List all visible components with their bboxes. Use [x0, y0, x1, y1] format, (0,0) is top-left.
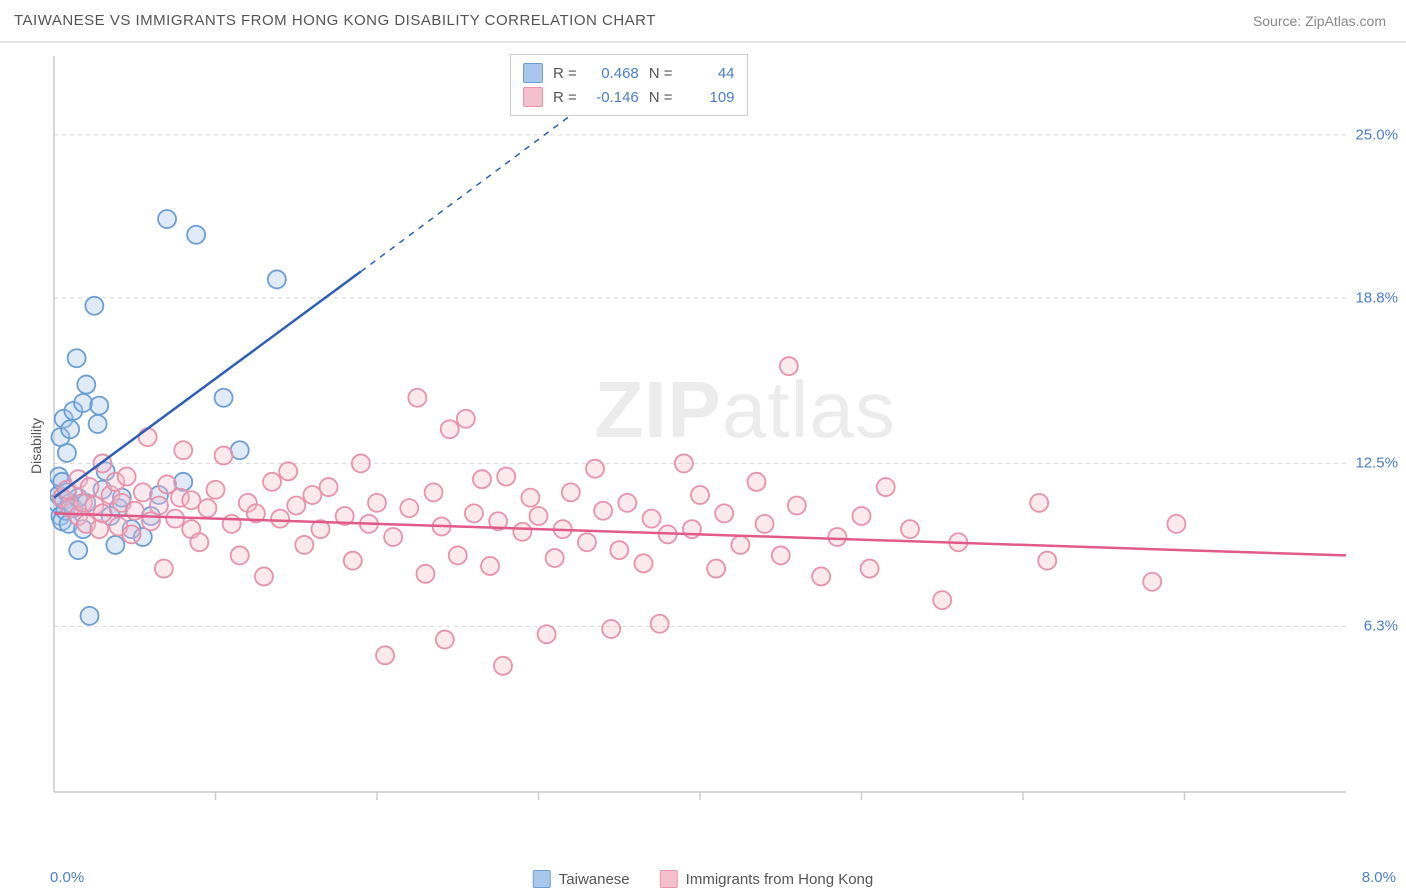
- stats-row-hongkong: R = -0.146 N = 109: [523, 85, 735, 109]
- chart-title: TAIWANESE VS IMMIGRANTS FROM HONG KONG D…: [14, 12, 656, 29]
- swatch-taiwanese: [523, 63, 543, 83]
- legend-label: Immigrants from Hong Kong: [686, 871, 874, 888]
- x-axis-max: 8.0%: [1362, 869, 1396, 886]
- stats-legend: R = 0.468 N = 44 R = -0.146 N = 109: [510, 54, 748, 116]
- y-tick-label: 18.8%: [1355, 289, 1398, 306]
- r-value: 0.468: [587, 65, 639, 82]
- chart-source: Source: ZipAtlas.com: [1253, 13, 1386, 29]
- swatch-hongkong: [523, 87, 543, 107]
- chart-area: [50, 52, 1350, 820]
- r-label: R =: [553, 89, 577, 106]
- r-label: R =: [553, 65, 577, 82]
- n-label: N =: [649, 89, 673, 106]
- scatter-plot: [50, 52, 1350, 820]
- n-label: N =: [649, 65, 673, 82]
- y-axis-label: Disability: [28, 418, 44, 474]
- series-legend: Taiwanese Immigrants from Hong Kong: [533, 870, 873, 888]
- chart-header: TAIWANESE VS IMMIGRANTS FROM HONG KONG D…: [0, 0, 1406, 43]
- x-axis-min: 0.0%: [50, 869, 84, 886]
- legend-item-taiwanese: Taiwanese: [533, 870, 630, 888]
- n-value: 44: [683, 65, 735, 82]
- y-tick-label: 25.0%: [1355, 126, 1398, 143]
- swatch-taiwanese-icon: [533, 870, 551, 888]
- legend-item-hongkong: Immigrants from Hong Kong: [660, 870, 874, 888]
- legend-label: Taiwanese: [559, 871, 630, 888]
- r-value: -0.146: [587, 89, 639, 106]
- n-value: 109: [683, 89, 735, 106]
- y-tick-label: 12.5%: [1355, 455, 1398, 472]
- y-tick-label: 6.3%: [1364, 618, 1398, 635]
- stats-row-taiwanese: R = 0.468 N = 44: [523, 61, 735, 85]
- swatch-hongkong-icon: [660, 870, 678, 888]
